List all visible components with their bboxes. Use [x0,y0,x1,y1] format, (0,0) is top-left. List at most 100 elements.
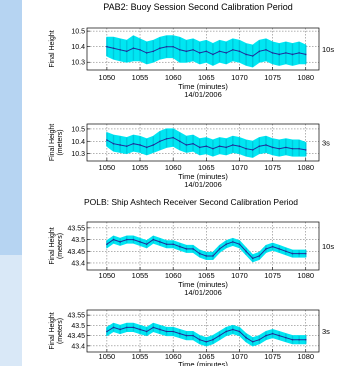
data-point [152,326,155,329]
data-point [172,45,174,48]
data-point [298,52,300,54]
data-point [125,238,128,241]
x-tick-label: 1055 [132,163,149,172]
data-point [125,50,128,53]
data-point [192,48,194,51]
data-point [159,328,161,331]
data-point [225,52,227,54]
data-point [218,50,221,53]
data-point [152,238,155,241]
x-tick-label: 1080 [297,73,314,82]
y-tick-label: 43.45 [67,249,85,256]
data-point [179,140,181,143]
x-tick-label: 1070 [231,271,248,280]
x-tick-label: 1055 [132,352,149,361]
x-tick-label: 1075 [264,73,281,82]
x-tick-label: 1075 [264,163,281,172]
x-tick-label: 1065 [198,271,215,280]
data-point [159,47,161,50]
data-point [145,330,148,333]
data-point [179,245,181,248]
data-point [245,250,247,253]
data-point [304,338,307,341]
data-point [278,53,281,56]
data-point [205,145,208,147]
data-point [251,340,254,343]
data-point [106,45,108,48]
y-tick-label: 43.55 [67,313,85,320]
data-point [112,238,115,241]
data-point [139,241,141,243]
data-point [119,48,121,51]
x-tick-label: 1060 [165,271,182,280]
y-tick-label: 10.5 [71,126,85,133]
data-point [179,332,181,335]
data-point [125,145,128,147]
data-point [251,149,254,151]
data-point [218,334,221,337]
y-tick-label: 10.4 [71,44,85,51]
data-point [291,252,294,255]
data-point [245,53,247,56]
data-point [232,48,234,51]
data-point [106,139,108,141]
data-point [132,47,135,50]
date-label: 14/01/2006 [184,180,222,189]
data-point [291,147,294,150]
y-tick-label: 43.45 [67,333,85,340]
data-point [145,146,148,149]
data-point [172,330,174,333]
data-point [258,145,261,147]
data-point [119,241,121,243]
date-label: 14/01/2006 [184,288,222,297]
y-axis-label: Final Height [49,30,56,67]
x-tick-label: 1055 [132,73,149,82]
data-point [278,334,281,337]
data-point [172,243,174,246]
data-point [165,330,168,333]
data-point [198,252,201,255]
y-axis-unit: (meters) [57,129,64,155]
data-point [132,326,135,329]
x-tick-label: 1060 [165,163,182,172]
data-point [198,52,201,54]
data-point [245,336,247,339]
data-point [198,146,201,149]
data-point [265,144,267,146]
y-tick-label: 43.4 [71,343,85,350]
data-point [145,243,148,246]
data-point [285,52,287,54]
data-point [271,52,274,54]
y-tick-label: 43.5 [71,237,85,244]
data-point [298,338,300,341]
plot-buoy-10s: 1050 1055 1060 1065 1070 1075 1080 10.5 10.4 10.3… [49,27,334,99]
date-label: 14/01/2006 [184,90,222,99]
x-tick-label: 1050 [99,73,116,82]
x-tick-label: 1050 [99,352,116,361]
data-point [172,136,174,139]
data-point [205,255,208,257]
interval-tag: 10s [322,45,334,54]
data-point [132,142,135,145]
data-point [139,144,141,146]
interval-tag: 3s [322,139,330,148]
data-point [106,330,108,333]
data-point [304,53,307,56]
data-point [304,252,307,255]
data-point [205,340,208,343]
y-tick-label: 10.4 [71,139,85,146]
data-point [225,146,227,149]
x-tick-label: 1070 [231,73,248,82]
data-point [112,47,115,50]
data-point [119,328,121,331]
data-point [198,338,201,341]
x-tick-label: 1070 [231,352,248,361]
data-point [271,245,274,248]
x-tick-label: 1075 [264,352,281,361]
interval-tag: 10s [322,242,334,251]
y-tick-label: 10.3 [71,151,85,158]
title-buoy: PAB2: Buoy Session Second Calibration Pe… [103,2,292,12]
y-tick-label: 43.55 [67,225,85,232]
data-point [106,243,108,246]
